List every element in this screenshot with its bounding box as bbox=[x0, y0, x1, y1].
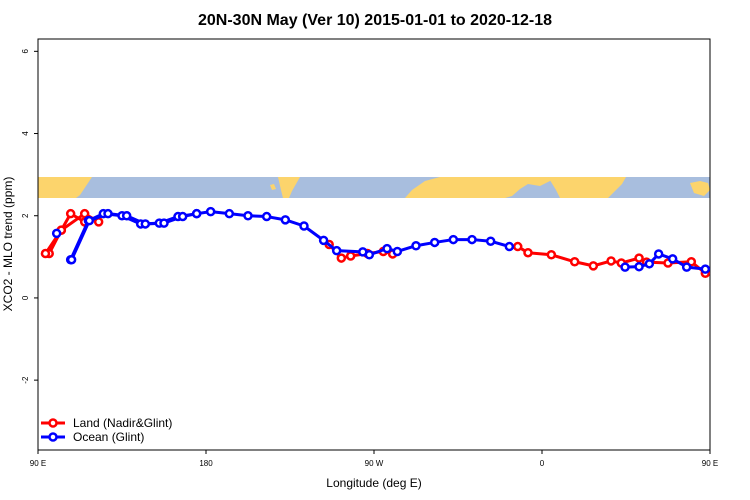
legend-marker bbox=[48, 432, 58, 442]
data-point bbox=[177, 211, 188, 222]
data-point bbox=[681, 262, 692, 272]
data-point bbox=[84, 215, 95, 226]
data-point bbox=[364, 250, 375, 260]
data-point bbox=[429, 237, 440, 248]
data-point bbox=[569, 257, 580, 267]
x-tick-label: 90 E bbox=[30, 459, 46, 468]
data-point bbox=[345, 251, 356, 261]
y-axis-label: XCO2 - MLO trend (ppm) bbox=[1, 177, 15, 312]
x-axis: 90 E 180 90 W 0 90 E bbox=[30, 450, 718, 468]
data-point bbox=[644, 259, 655, 269]
x-tick-label: 180 bbox=[199, 459, 213, 468]
map-land-north-america bbox=[278, 177, 300, 198]
data-point bbox=[448, 234, 459, 245]
data-point bbox=[243, 210, 253, 221]
data-point bbox=[588, 261, 599, 271]
legend-label: Land (Nadir&Glint) bbox=[73, 416, 172, 430]
map-land-asia bbox=[38, 177, 92, 198]
data-point bbox=[467, 234, 477, 245]
series-1 bbox=[51, 206, 711, 274]
data-point bbox=[392, 246, 403, 257]
y-tick-label: 2 bbox=[21, 213, 30, 218]
y-tick-label: 0 bbox=[21, 295, 30, 300]
data-point bbox=[546, 250, 557, 260]
data-point bbox=[700, 264, 711, 274]
data-point bbox=[382, 243, 392, 254]
data-point bbox=[411, 240, 421, 251]
y-tick-label: 4 bbox=[21, 131, 30, 136]
legend-label: Ocean (Glint) bbox=[73, 430, 144, 444]
data-point bbox=[65, 208, 76, 219]
chart-title: 20N-30N May (Ver 10) 2015-01-01 to 2020-… bbox=[198, 12, 552, 29]
data-point bbox=[523, 247, 533, 258]
data-point bbox=[485, 236, 496, 246]
data-point bbox=[224, 208, 235, 219]
data-point bbox=[667, 254, 678, 264]
series-line bbox=[44, 212, 86, 255]
y-tick-label: -2 bbox=[21, 376, 30, 384]
x-tick-label: 90 W bbox=[365, 459, 384, 468]
data-point bbox=[331, 245, 342, 256]
data-point bbox=[606, 256, 616, 266]
series-layer bbox=[40, 206, 711, 279]
map-land-india bbox=[548, 177, 626, 198]
data-point bbox=[205, 206, 216, 217]
data-point bbox=[634, 261, 644, 272]
y-axis: -2 0 2 4 6 bbox=[21, 49, 38, 384]
data-point bbox=[261, 211, 272, 222]
y-tick-label: 6 bbox=[21, 49, 30, 54]
data-point bbox=[103, 208, 113, 219]
legend-marker bbox=[48, 418, 58, 428]
data-point bbox=[159, 218, 169, 228]
data-point bbox=[66, 254, 77, 265]
map-land-east-asia bbox=[690, 181, 710, 196]
data-point bbox=[51, 228, 62, 239]
map-land-africa-arabia bbox=[405, 177, 552, 198]
data-point bbox=[634, 253, 644, 263]
data-point bbox=[653, 249, 664, 259]
data-point bbox=[299, 221, 309, 231]
x-tick-label: 90 E bbox=[702, 459, 718, 468]
data-point bbox=[620, 262, 630, 272]
data-point bbox=[512, 241, 523, 252]
data-point bbox=[191, 208, 202, 219]
world-map-strip bbox=[38, 177, 710, 198]
data-point bbox=[336, 253, 347, 263]
x-axis-label: Longitude (deg E) bbox=[326, 476, 421, 490]
map-land-mexico bbox=[270, 184, 276, 190]
data-point bbox=[280, 215, 291, 225]
x-tick-label: 0 bbox=[540, 459, 545, 468]
data-point bbox=[318, 235, 329, 246]
plot-frame bbox=[37, 38, 711, 451]
data-point bbox=[504, 241, 515, 252]
data-point bbox=[40, 248, 51, 259]
data-point bbox=[140, 219, 151, 229]
data-point bbox=[121, 210, 132, 221]
legend: Land (Nadir&Glint)Ocean (Glint) bbox=[41, 416, 172, 444]
